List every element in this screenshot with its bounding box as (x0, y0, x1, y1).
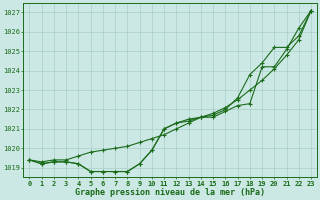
X-axis label: Graphe pression niveau de la mer (hPa): Graphe pression niveau de la mer (hPa) (75, 188, 265, 197)
